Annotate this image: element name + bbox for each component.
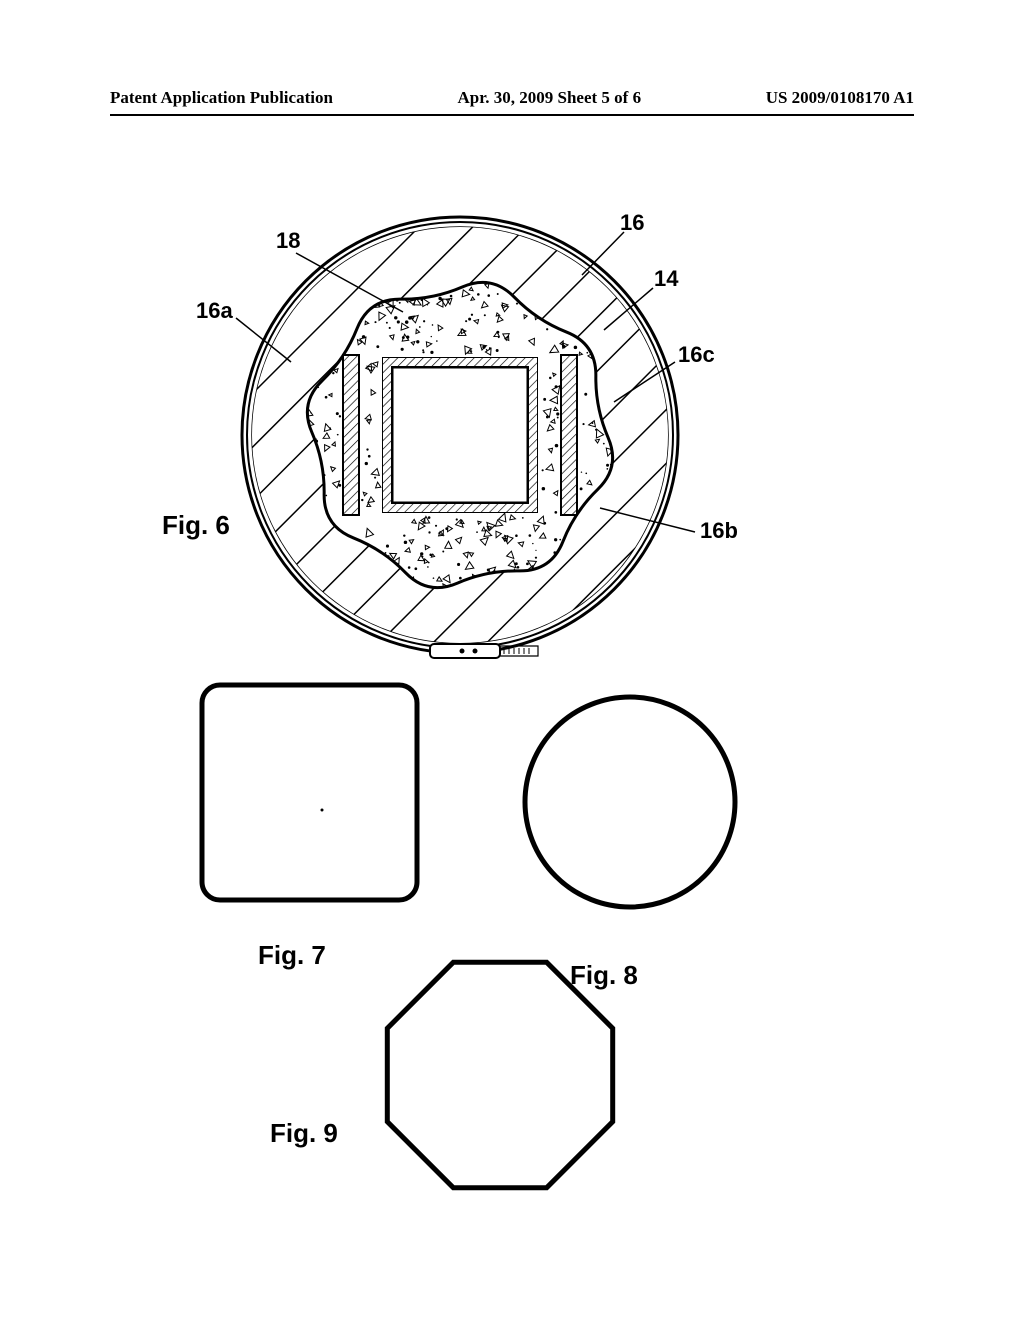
callout-18: 18 bbox=[276, 228, 300, 254]
callout-16c: 16c bbox=[678, 342, 715, 368]
callout-16b: 16b bbox=[700, 518, 738, 544]
callout-14: 14 bbox=[654, 266, 678, 292]
fig9-svg bbox=[360, 942, 640, 1222]
fig7-label: Fig. 7 bbox=[258, 940, 326, 971]
clasp bbox=[430, 644, 538, 658]
fig8-svg bbox=[510, 690, 750, 930]
callout-16a: 16a bbox=[196, 298, 233, 324]
fig9-label: Fig. 9 bbox=[270, 1118, 338, 1149]
figure-canvas: 16 18 14 16a 16c 16b Fig. 6 Fig. 7 Fig. … bbox=[0, 0, 1024, 1320]
fig6-label: Fig. 6 bbox=[162, 510, 230, 541]
fig7-svg bbox=[192, 675, 452, 935]
callout-16: 16 bbox=[620, 210, 644, 236]
